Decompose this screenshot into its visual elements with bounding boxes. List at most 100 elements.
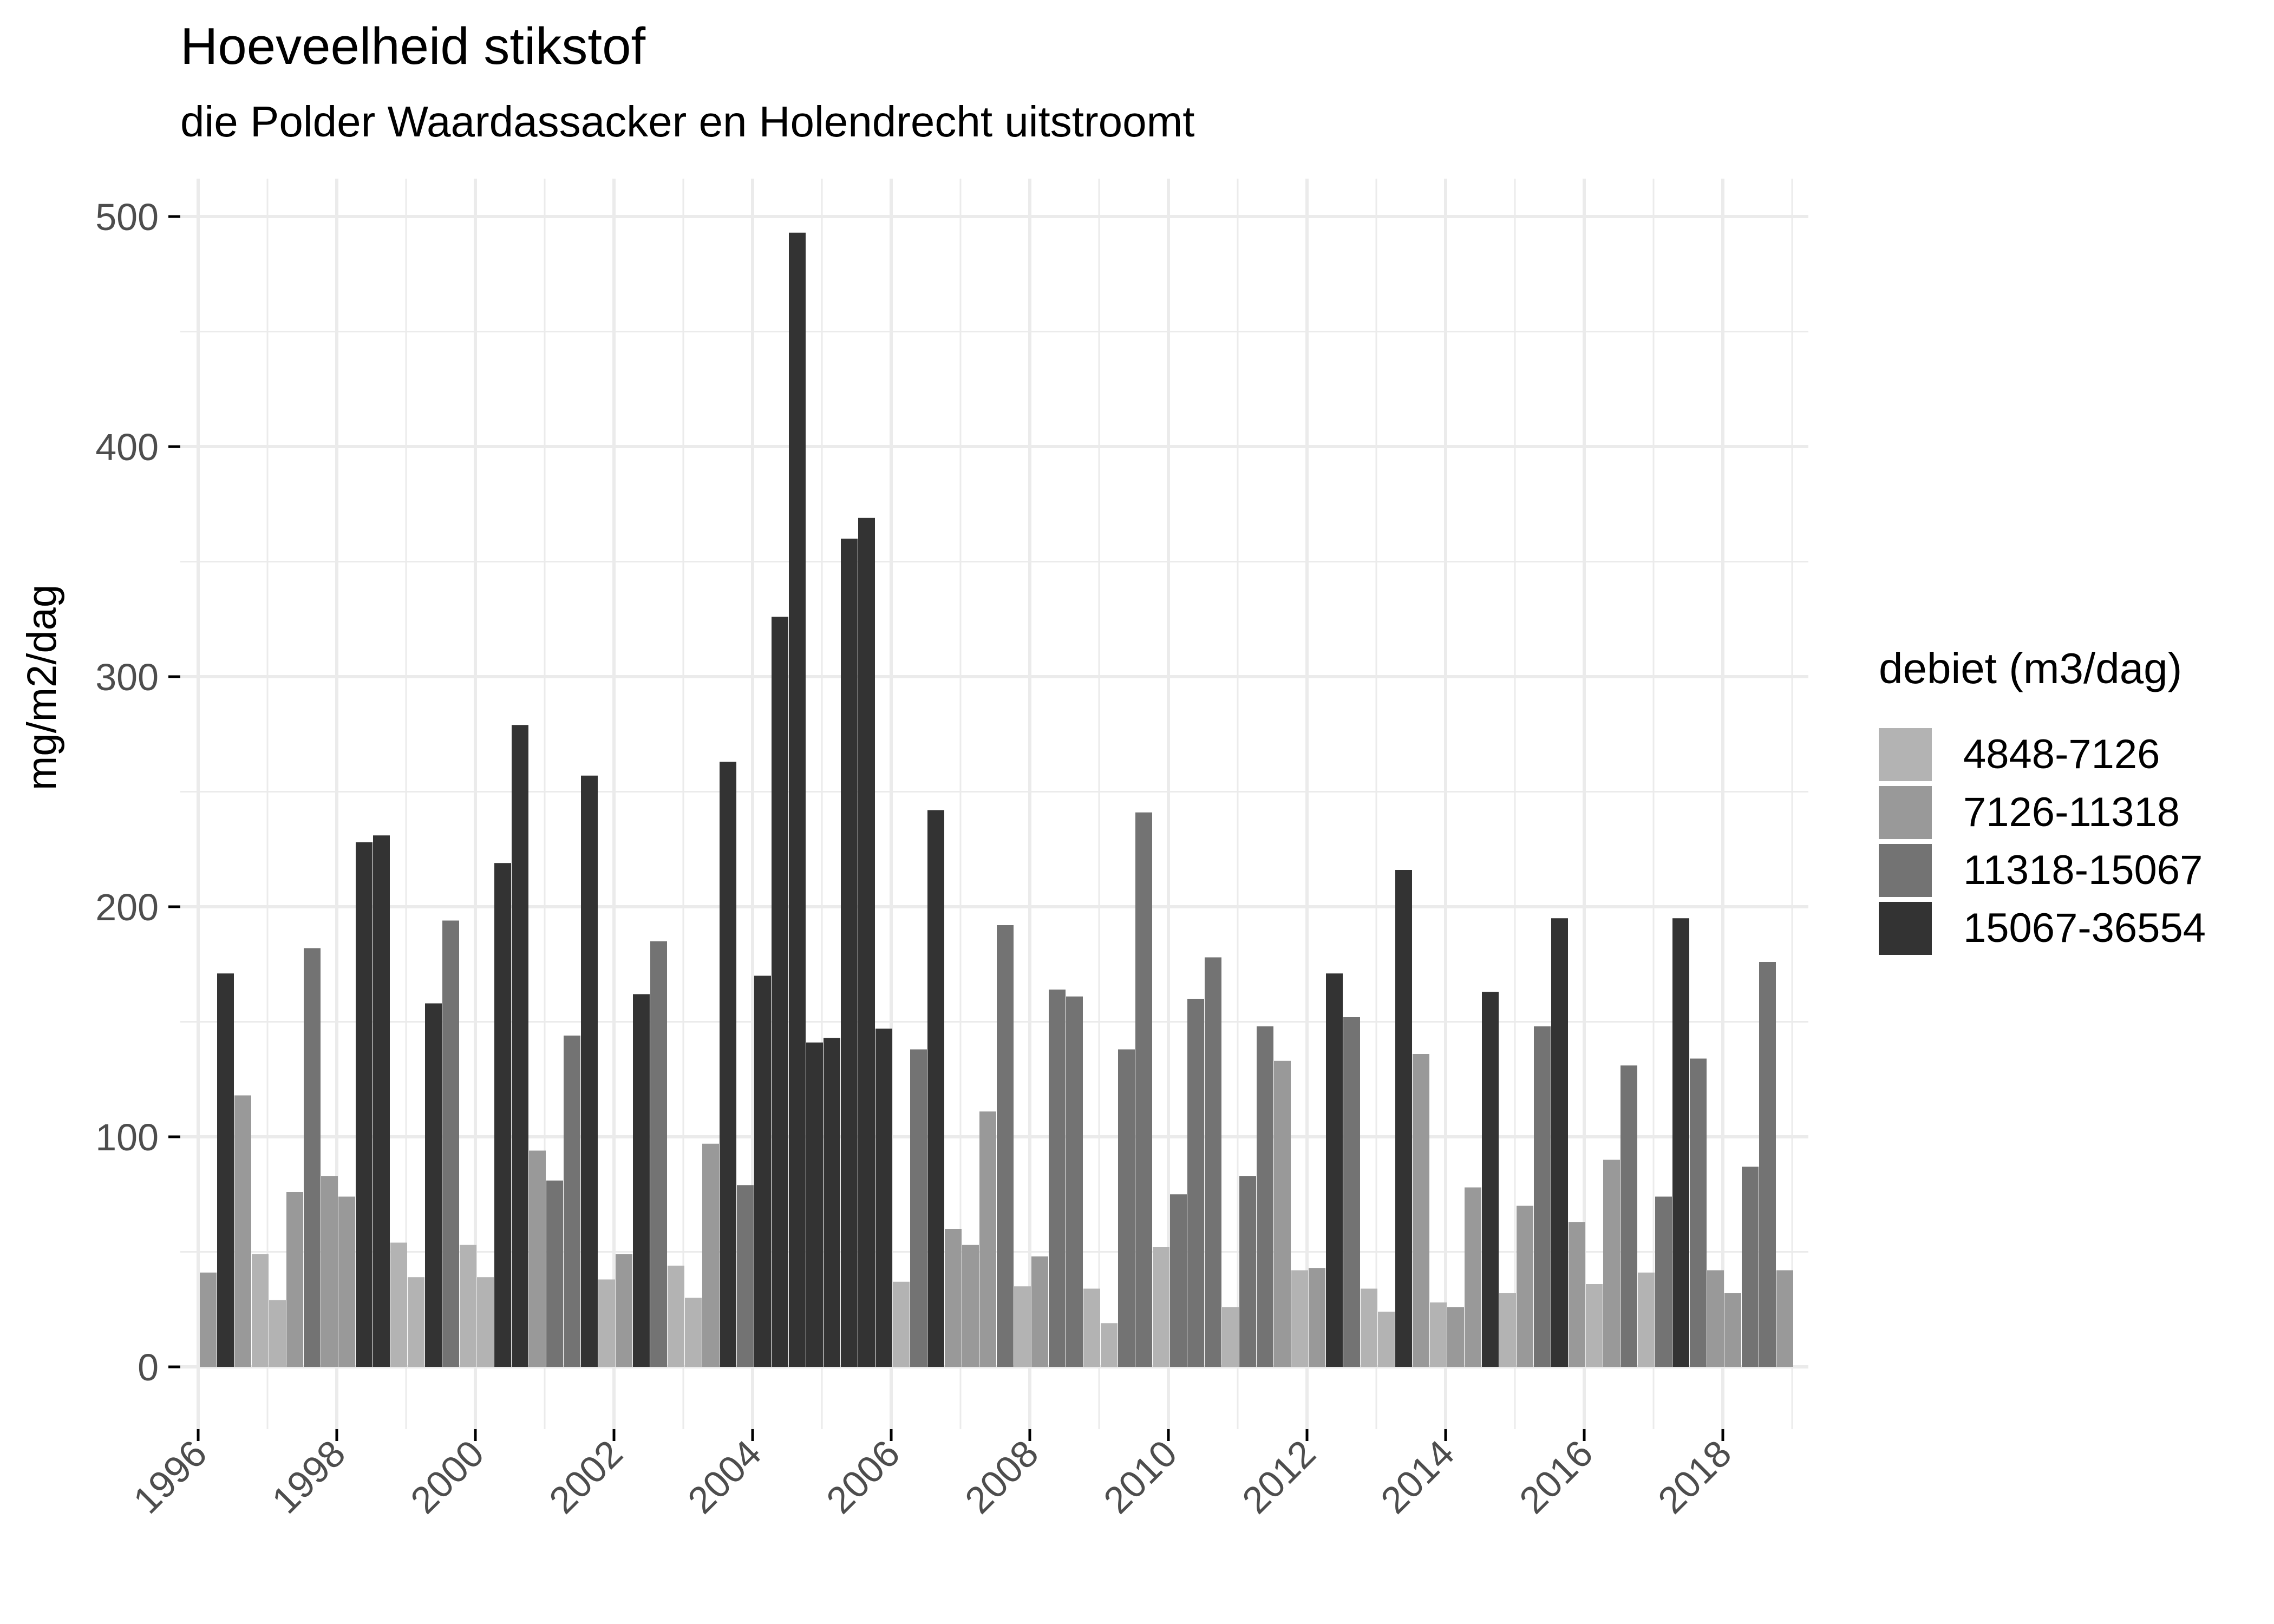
- bar: [512, 725, 528, 1367]
- legend-swatch-icon: [1879, 843, 1932, 897]
- bar: [1049, 990, 1066, 1367]
- bar: [772, 617, 788, 1367]
- bar: [408, 1277, 424, 1367]
- bar: [1620, 1065, 1637, 1367]
- bar: [1066, 996, 1083, 1367]
- bar: [1759, 962, 1776, 1367]
- bar: [1742, 1167, 1759, 1367]
- bar: [1083, 1288, 1100, 1367]
- bar: [1707, 1270, 1724, 1367]
- bar: [875, 1029, 892, 1367]
- bar: [338, 1196, 355, 1367]
- bar: [494, 863, 511, 1367]
- bar: [1222, 1307, 1239, 1367]
- bar: [1534, 1026, 1551, 1367]
- x-tick-label: 2014: [1373, 1432, 1462, 1521]
- bar: [1603, 1160, 1620, 1367]
- legend-item: 7126-11318: [1879, 783, 2206, 841]
- bar: [893, 1281, 910, 1367]
- bar: [1655, 1196, 1672, 1367]
- x-tick-label: 2006: [818, 1432, 907, 1521]
- bar: [442, 920, 459, 1367]
- bar: [1517, 1206, 1533, 1367]
- bar: [200, 1272, 217, 1367]
- bar: [546, 1180, 563, 1367]
- bar: [1326, 973, 1343, 1367]
- x-tick-label: 2004: [679, 1432, 769, 1521]
- bar: [1361, 1288, 1377, 1367]
- bar: [269, 1300, 286, 1367]
- bar: [997, 925, 1014, 1367]
- bar: [650, 941, 667, 1367]
- bar: [858, 518, 875, 1367]
- x-tick-label: 2016: [1511, 1432, 1600, 1521]
- bar: [806, 1042, 823, 1367]
- legend-item: 11318-15067: [1879, 841, 2206, 899]
- bar: [390, 1242, 407, 1367]
- bar: [945, 1229, 962, 1367]
- bar: [702, 1143, 719, 1367]
- bar: [1551, 918, 1568, 1367]
- legend-label: 15067-36554: [1963, 905, 2206, 951]
- bar: [1482, 992, 1499, 1367]
- bar: [789, 232, 806, 1367]
- bar: [1135, 812, 1152, 1367]
- bar: [927, 810, 944, 1367]
- bar: [1690, 1058, 1707, 1367]
- legend-label: 11318-15067: [1963, 847, 2203, 893]
- bar: [1170, 1194, 1187, 1367]
- bar: [1395, 870, 1412, 1367]
- x-tick-label: 2008: [957, 1432, 1046, 1521]
- bar: [1291, 1270, 1308, 1367]
- bar: [529, 1150, 546, 1367]
- bar: [1153, 1247, 1169, 1367]
- bar: [373, 835, 390, 1367]
- legend-title: debiet (m3/dag): [1879, 644, 2182, 692]
- bar: [425, 1003, 442, 1367]
- bar: [1569, 1222, 1585, 1367]
- y-tick-label: 400: [95, 426, 159, 468]
- legend-label: 7126-11318: [1963, 789, 2180, 835]
- y-tick-label: 100: [95, 1116, 159, 1158]
- bar: [1187, 999, 1204, 1367]
- chart-subtitle: die Polder Waardassacker en Holendrecht …: [180, 97, 1195, 146]
- bar: [304, 948, 321, 1367]
- bar: [668, 1266, 684, 1367]
- bar: [1239, 1176, 1256, 1367]
- bar: [286, 1192, 303, 1367]
- bar: [824, 1038, 840, 1367]
- bar: [234, 1095, 251, 1367]
- legend-item: 15067-36554: [1879, 899, 2206, 957]
- bar: [685, 1298, 702, 1367]
- bar: [1101, 1323, 1118, 1367]
- x-tick-label: 2002: [541, 1432, 630, 1521]
- legend-swatch-icon: [1879, 728, 1932, 781]
- x-tick-label: 2000: [402, 1432, 492, 1521]
- bar: [460, 1245, 476, 1367]
- bar: [581, 775, 598, 1367]
- bar: [979, 1111, 996, 1367]
- bar: [616, 1254, 632, 1367]
- x-tick-label: 2012: [1234, 1432, 1323, 1521]
- legend-swatch-icon: [1879, 901, 1932, 955]
- bar: [477, 1277, 494, 1367]
- bar: [910, 1049, 927, 1367]
- bar: [1447, 1307, 1464, 1367]
- bar: [217, 973, 234, 1367]
- legend-swatch-icon: [1879, 785, 1932, 839]
- bar: [1672, 918, 1689, 1367]
- bar: [841, 539, 858, 1367]
- bar: [1118, 1049, 1135, 1367]
- bar: [754, 975, 771, 1367]
- x-tick-label: 2018: [1650, 1432, 1739, 1521]
- y-tick-label: 300: [95, 656, 159, 698]
- bar: [1776, 1270, 1793, 1367]
- bar: [321, 1176, 338, 1367]
- bar: [1638, 1272, 1655, 1367]
- bar: [598, 1279, 615, 1367]
- bar: [962, 1245, 979, 1367]
- bar: [564, 1036, 580, 1367]
- x-tick-label: 1996: [125, 1432, 214, 1521]
- bar: [1014, 1286, 1031, 1367]
